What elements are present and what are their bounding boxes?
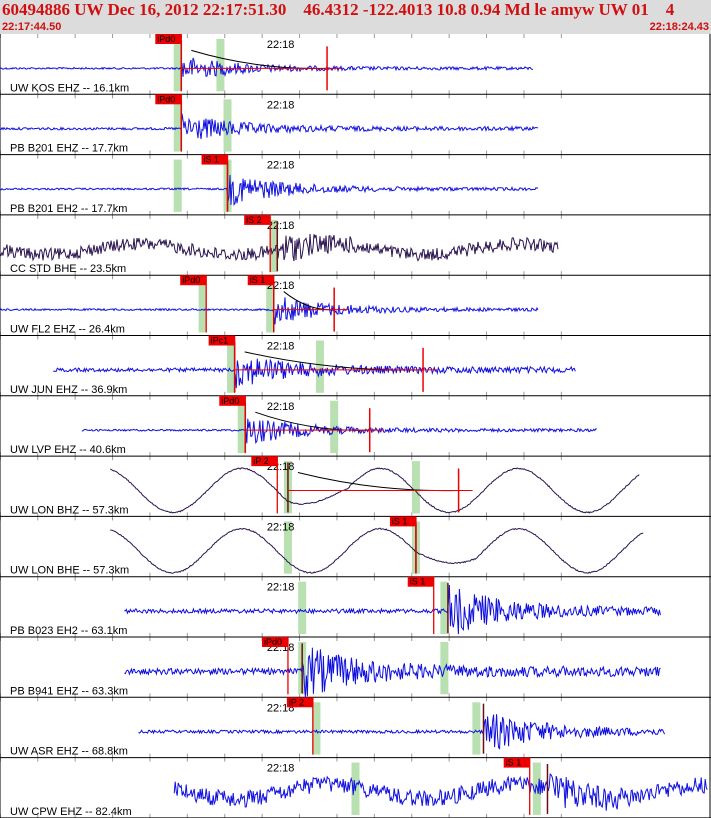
phase-pick-label: iS 1 [410,577,426,587]
phase-pick-box [247,275,274,286]
waveform-trace [138,714,666,750]
station-label: UW LON BHZ -- 57.3km [10,504,129,516]
minute-tick-label: 22:18 [267,99,295,111]
phase-pick-box [251,456,278,467]
station-label: UW LVP EHZ -- 40.6km [10,444,126,456]
phase-pick-box [180,275,207,286]
phase-pick-label: iS 1 [506,758,522,768]
phase-pick-box [389,516,416,527]
pick-window-bar [330,400,339,454]
phase-pick-box [155,94,182,105]
waveform-trace [124,647,661,698]
phase-pick-box [244,214,271,225]
waveform-trace [0,233,559,262]
phase-pick-box [201,154,228,165]
pick-window-bar [266,280,275,333]
event-header: 60494886 UW Dec 16, 2012 22:17:51.30 46.… [0,0,711,34]
phase-pick-label: iS 2 [246,215,262,225]
waveform-trace [81,418,597,445]
phase-pick-label: iP 2 [289,697,304,707]
pick-window-bar [173,159,182,212]
waveform-trace [53,358,576,389]
phase-pick-label: iS 1 [392,516,408,526]
pick-window-bar [173,99,182,152]
waveform-trace [0,297,539,325]
event-title: 60494886 UW Dec 16, 2012 22:17:51.30 46.… [2,0,675,19]
station-label: PB B023 EH2 -- 63.1km [10,625,127,637]
station-label: UW JUN EHZ -- 36.9km [10,384,127,396]
phase-pick-box [286,697,313,708]
station-label: UW LON BHE -- 57.3km [10,565,129,577]
pick-window-bar [269,219,278,273]
waveform-trace [109,467,640,514]
pick-window-bar [173,39,182,92]
pick-window-bar [315,340,324,393]
pick-window-bar [532,762,541,815]
station-label: PB B941 EHZ -- 63.3km [10,685,128,697]
pick-window-bar [227,340,236,393]
station-label: PB B201 EHZ -- 17.7km [10,143,128,155]
minute-tick-label: 22:18 [267,401,295,413]
phase-pick-label: iPd0 [264,637,282,647]
phase-pick-box [219,395,246,406]
waveform-trace [0,113,539,140]
phase-pick-label: iPd0 [182,275,200,285]
minute-tick-label: 22:18 [267,341,295,353]
minute-tick-label: 22:18 [267,39,295,51]
phase-pick-box [503,757,530,768]
pick-window-bar [472,702,481,755]
pick-window-bar [198,280,207,333]
phase-pick-box [261,637,288,647]
pick-window-bar [411,461,420,514]
station-label: UW FL2 EHZ -- 26.4km [10,324,125,336]
coda-decay-curve [297,471,459,492]
phase-pick-box [208,335,235,346]
station-label: UW KOS EHZ -- 16.1km [10,82,129,94]
minute-tick-label: 22:18 [267,160,295,172]
waveform-trace [124,584,661,635]
pick-window-bar [298,581,307,634]
coda-decay-curve [191,49,328,70]
pick-window-bar [312,702,321,755]
phase-pick-box [407,576,434,587]
minute-tick-label: 22:18 [267,582,295,594]
pick-window-bar [283,521,292,574]
window-start-time: 22:17:44.50 [2,21,62,33]
waveform-trace [110,527,644,574]
phase-pick-label: iPd0 [157,94,175,104]
phase-pick-label: iS 1 [250,275,266,285]
pick-window-bar [237,400,246,454]
phase-pick-label: iP 2 [253,456,268,466]
phase-pick-box [155,34,182,44]
seismogram-panel: 22:18 iPd0 UW KOS EHZ -- 16.1km 22:18 iPd0 PB… [0,34,711,818]
window-end-time: 22:18:24.43 [649,21,709,33]
station-label: CC STD BHE -- 23.5km [10,263,126,275]
minute-tick-label: 22:18 [267,521,295,533]
phase-pick-label: iS 1 [204,155,220,165]
station-label: UW ASR EHZ -- 68.8km [10,746,128,758]
station-label: PB B201 EH2 -- 17.7km [10,203,127,215]
phase-pick-label: iPd0 [221,396,239,406]
pick-window-bar [223,99,232,152]
waveform-trace [0,174,539,206]
waveform-trace [173,773,708,811]
waveform-trace [0,57,534,77]
station-label: UW CPW EHZ -- 82.4km [10,806,132,818]
minute-tick-label: 22:18 [267,220,295,232]
phase-pick-label: iPd0 [157,34,175,44]
pick-window-bar [440,581,449,634]
minute-tick-label: 22:18 [267,763,295,775]
phase-pick-label: iPc1 [211,336,229,346]
